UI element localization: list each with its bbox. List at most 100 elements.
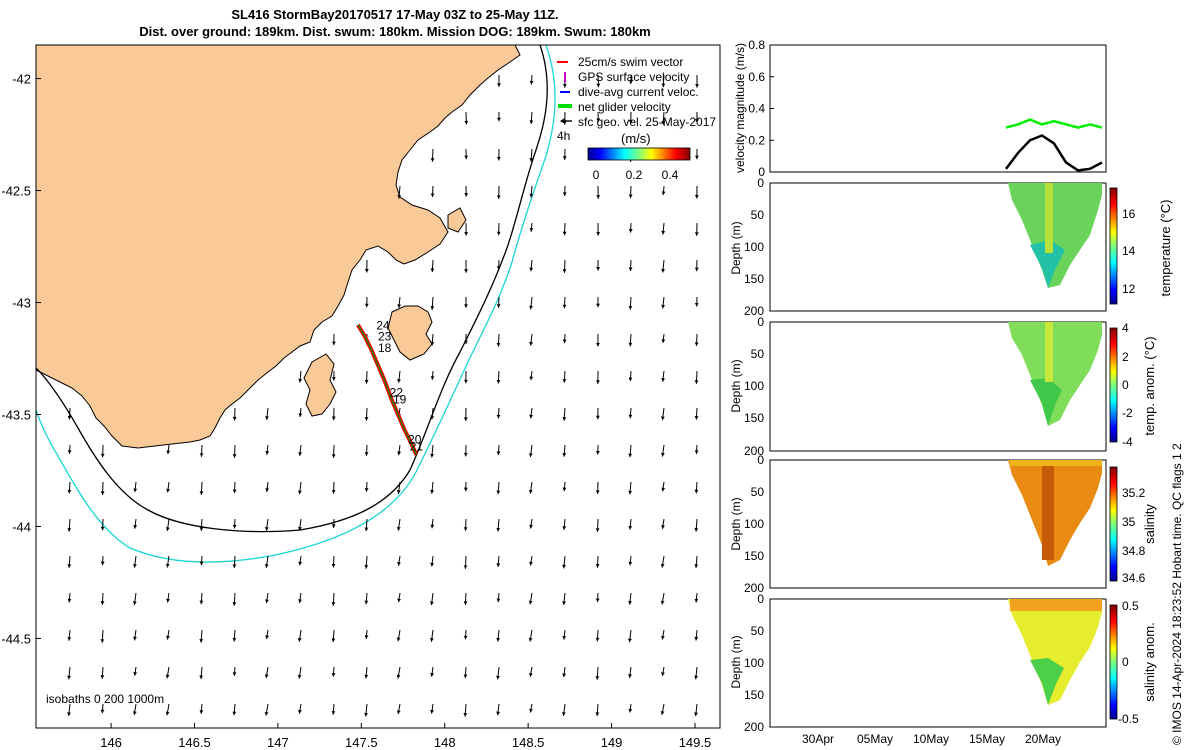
temp-anom-depth-tick-1: 50 <box>751 347 765 361</box>
velocity-arrow <box>199 444 204 457</box>
velocity-arrow <box>562 148 567 160</box>
velocity-arrow <box>464 111 469 125</box>
temp-anom-cbar-tick-3: -2 <box>1122 406 1133 420</box>
velocity-arrow <box>694 185 699 199</box>
velocity-arrow <box>100 666 105 679</box>
velocity-arrow <box>496 444 501 456</box>
velocity-arrow <box>396 703 401 715</box>
lat-tick-2: -43 <box>12 296 31 311</box>
land-maria-island <box>447 207 467 233</box>
velocity-arrow <box>464 185 469 197</box>
velocity-arrow <box>265 592 269 604</box>
temperature-cool-core <box>1030 240 1065 288</box>
velocity-arrow <box>100 629 105 643</box>
velocity-arrow <box>199 703 204 714</box>
velocity-arrow <box>133 666 138 676</box>
velocity-arrow <box>463 444 468 457</box>
velocity-arrow <box>596 185 601 199</box>
velocity-arrow <box>661 185 666 196</box>
lon-tick-6: 149 <box>601 735 623 750</box>
velocity-arrow <box>464 222 469 236</box>
salinity-label: salinity <box>1142 504 1157 544</box>
legend-net-label: net glider velocity <box>578 100 671 114</box>
velocity-ylabel: velocity magnitude (m/s) <box>733 43 747 173</box>
velocity-arrow <box>430 148 435 162</box>
velocity-arrow <box>562 259 567 273</box>
velocity-arrow <box>67 629 72 641</box>
temp-anom-cbar-tick-4: -4 <box>1122 435 1133 449</box>
velocity-arrow <box>628 259 633 272</box>
velocity-arrow <box>133 555 137 568</box>
salinity-depth-tick-3: 150 <box>744 549 764 563</box>
temperature-depth-tick-4: 200 <box>744 304 764 318</box>
velocity-arrow <box>695 111 699 123</box>
velocity-arrow <box>265 481 270 492</box>
map-frame <box>35 44 721 729</box>
legend-sfc-label: sfc geo. vel. 25-May-2017 <box>578 115 716 129</box>
velocity-arrow <box>496 370 501 384</box>
velocity-arrow <box>463 481 468 492</box>
lon-tick-5: 148.5 <box>512 735 545 750</box>
day-label-1: 23 <box>378 330 392 344</box>
velocity-arrow <box>429 629 434 642</box>
time-tick-4: 20May <box>1025 732 1061 746</box>
velocity-arrow <box>298 555 303 566</box>
chart-title: SL416 StormBay20170517 17-May 03Z to 25-… <box>0 6 790 40</box>
time-tick-0: 30Apr <box>802 732 834 746</box>
sal-anom-depth-tick-4: 200 <box>744 720 764 734</box>
speed-colorbar <box>587 147 691 161</box>
velocity-arrow <box>463 592 468 605</box>
velocity-arrow <box>562 703 566 716</box>
velocity-arrow <box>396 629 401 642</box>
legend-net-glider: net glider velocity <box>558 100 671 114</box>
lon-tick-1: 146.5 <box>178 735 211 750</box>
velocity-arrow <box>364 259 369 273</box>
velocity-arrow <box>562 555 567 569</box>
velocity-arrow <box>661 444 665 457</box>
velocity-arrow <box>100 481 105 495</box>
temperature-cbar-tick-2: 16 <box>1122 207 1136 221</box>
velocity-arrow <box>331 481 336 494</box>
velocity-arrow <box>430 370 435 380</box>
velocity-arrow <box>463 555 468 569</box>
sal-anom-surface-layer <box>1010 599 1102 611</box>
velocity-arrow <box>298 592 302 604</box>
velocity-arrow <box>199 518 204 531</box>
velocity-arrow <box>496 666 500 680</box>
velocity-arrow <box>232 592 237 606</box>
velocity-arrow <box>529 518 533 529</box>
velocity-arrow <box>67 666 72 680</box>
velocity-arrow <box>562 407 567 421</box>
velocity-arrow <box>430 703 434 714</box>
temperature-cbar-tick-0: 12 <box>1122 282 1136 296</box>
salinity-surface-layer <box>1010 460 1102 466</box>
velocity-arrow <box>695 148 699 160</box>
velocity-arrow <box>331 703 336 715</box>
salinity-panel: Depth (m) 0 50 100 150 200 35.2 35 34.8 … <box>730 453 1157 595</box>
velocity-arrow <box>661 111 666 125</box>
velocity-arrow <box>496 518 501 532</box>
lat-tick-3: -43.5 <box>1 407 31 422</box>
velocity-arrow <box>562 333 567 344</box>
velocity-arrow <box>529 148 534 162</box>
temp-anom-depth-tick-3: 150 <box>744 411 764 425</box>
velocity-arrow <box>331 555 336 568</box>
velocity-arrow <box>232 555 237 568</box>
velocity-panel: 0 0.2 0.4 0.6 0.8 velocity magnitude (m/s) <box>733 38 1107 179</box>
salinity-depth-tick-2: 100 <box>744 517 764 531</box>
velocity-arrow <box>529 74 534 85</box>
velocity-arrow <box>596 333 600 347</box>
velocity-arrow <box>232 629 237 642</box>
salinity-cbar-tick-0: 35.2 <box>1122 486 1146 500</box>
velocity-arrow <box>464 148 469 160</box>
velocity-arrow <box>595 555 600 568</box>
velocity-arrow <box>694 370 699 384</box>
colorbar-title: (m/s) <box>621 131 651 146</box>
velocity-tick-1: 0.2 <box>748 133 765 147</box>
velocity-arrow <box>628 481 633 495</box>
velocity-arrow <box>529 111 534 124</box>
temperature-section <box>1008 183 1102 288</box>
colorbar-tick-0: 0 <box>593 168 600 182</box>
velocity-arrow <box>265 444 270 455</box>
sal-anom-depth-tick-2: 100 <box>744 656 764 670</box>
